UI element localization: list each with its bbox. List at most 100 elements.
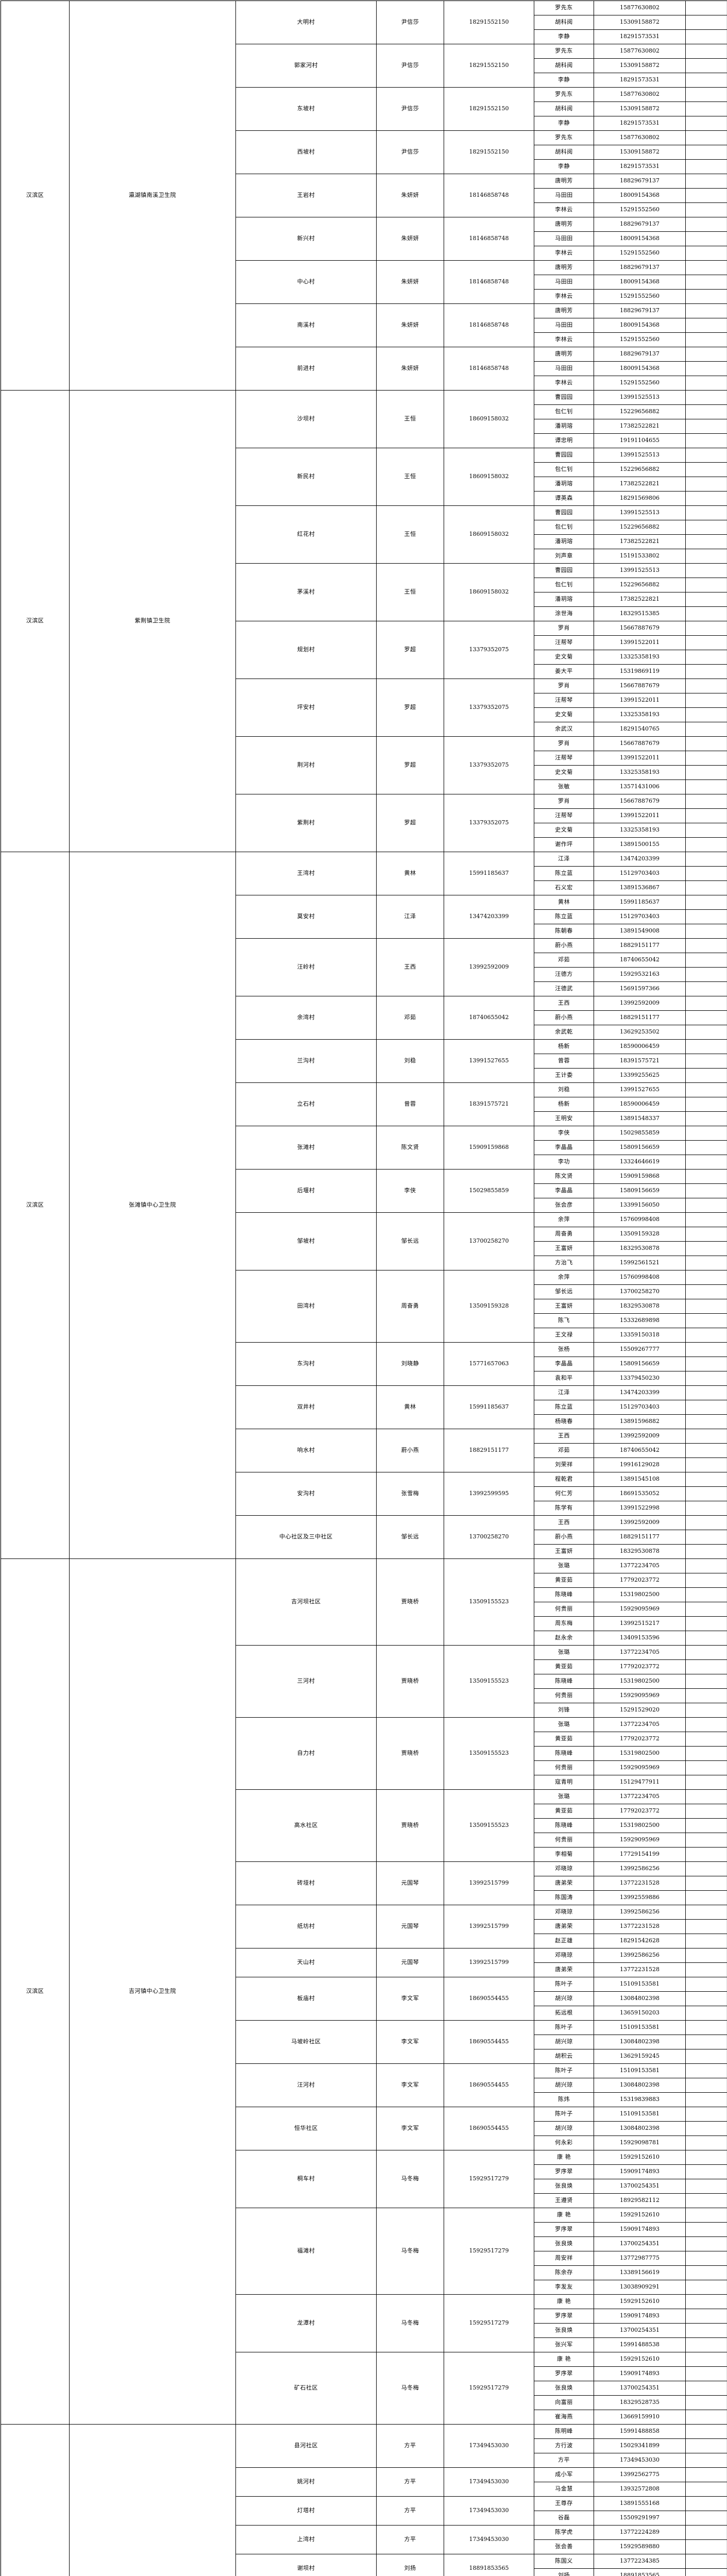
cell-remark[interactable] [685,1371,727,1386]
cell-remark[interactable] [685,1025,727,1040]
cell-remark[interactable] [685,2251,727,2266]
cell-remark[interactable] [685,2164,727,2179]
cell-village[interactable]: 双井村 [235,1385,377,1429]
cell-person-phone[interactable]: 13991522011 [594,751,686,766]
cell-village[interactable]: 大明村 [235,1,377,44]
cell-person-name[interactable]: 李林云 [534,332,594,347]
cell-leader[interactable]: 蔚小燕 [376,1429,444,1472]
cell-person-phone[interactable]: 13659150203 [594,2006,686,2021]
cell-person-phone[interactable]: 15109153581 [594,1977,686,1992]
cell-person-phone[interactable]: 13325358193 [594,823,686,838]
cell-person-phone[interactable]: 18929582112 [594,2193,686,2208]
cell-person-phone[interactable]: 15667887679 [594,736,686,751]
cell-remark[interactable] [685,1818,727,1833]
cell-person-name[interactable]: 罗先东 [534,130,594,145]
cell-person-phone[interactable]: 13474203399 [594,852,686,867]
cell-leader-phone[interactable]: 13379352075 [444,679,534,737]
cell-district[interactable]: 汉滨区 [1,2424,70,2576]
cell-leader-phone[interactable]: 18690554455 [444,1977,534,2021]
cell-person-name[interactable]: 胡积云 [534,2049,594,2064]
cell-remark[interactable] [685,1977,727,1992]
cell-person-name[interactable]: 胡兴琼 [534,2121,594,2136]
cell-person-name[interactable]: 王尊存 [534,2496,594,2511]
cell-person-phone[interactable]: 15809156659 [594,1140,686,1155]
cell-leader[interactable]: 朱妍妍 [376,260,444,304]
cell-person-phone[interactable]: 15029341899 [594,2438,686,2453]
cell-leader[interactable]: 邓茹 [376,996,444,1040]
cell-remark[interactable] [685,794,727,809]
cell-person-phone[interactable]: 13991522011 [594,635,686,650]
cell-person-name[interactable]: 寇青明 [534,1775,594,1790]
cell-person-phone[interactable]: 13772234385 [594,2554,686,2569]
cell-person-name[interactable]: 王富妍 [534,1299,594,1314]
cell-person-name[interactable]: 唐明芳 [534,174,594,189]
cell-person-phone[interactable]: 13891548337 [594,1111,686,1126]
cell-village[interactable]: 板庙村 [235,1977,377,2021]
cell-person-name[interactable]: 史文菊 [534,823,594,838]
cell-person-name[interactable]: 张璐 [534,1558,594,1573]
cell-leader-phone[interactable]: 18146858748 [444,217,534,261]
cell-remark[interactable] [685,246,727,261]
cell-person-phone[interactable]: 13324646619 [594,1155,686,1170]
cell-person-name[interactable]: 杨晓春 [534,1414,594,1429]
cell-village[interactable]: 砖垭村 [235,1861,377,1905]
cell-person-name[interactable]: 唐明芳 [534,347,594,362]
cell-remark[interactable] [685,1962,727,1977]
cell-person-name[interactable]: 胡科阅 [534,101,594,116]
cell-remark[interactable] [685,1472,727,1487]
cell-remark[interactable] [685,361,727,376]
cell-leader[interactable]: 罗超 [376,794,444,852]
cell-person-name[interactable]: 余萍 [534,1212,594,1227]
cell-person-name[interactable]: 潘玥瑢 [534,419,594,434]
cell-person-phone[interactable]: 15319839883 [594,2092,686,2107]
cell-person-name[interactable]: 余武汉 [534,722,594,737]
cell-leader-phone[interactable]: 15771657063 [444,1342,534,1386]
cell-person-name[interactable]: 史文菊 [534,650,594,665]
cell-person-name[interactable]: 何贵丽 [534,1760,594,1775]
cell-institution[interactable]: 张滩镇中心卫生院 [69,852,236,1559]
cell-person-name[interactable]: 罗肖 [534,736,594,751]
cell-person-name[interactable]: 陈叶子 [534,1977,594,1992]
cell-person-name[interactable]: 李林云 [534,289,594,304]
cell-person-phone[interactable]: 13992515217 [594,1616,686,1631]
cell-remark[interactable] [685,101,727,116]
cell-person-name[interactable]: 蔚小燕 [534,938,594,953]
cell-remark[interactable] [685,1833,727,1848]
cell-remark[interactable] [685,664,727,679]
cell-leader[interactable]: 朱妍妍 [376,303,444,347]
cell-leader[interactable]: 马冬梅 [376,2294,444,2352]
cell-person-name[interactable]: 史文菊 [534,765,594,780]
cell-village[interactable]: 莫安村 [235,895,377,939]
cell-remark[interactable] [685,895,727,910]
cell-remark[interactable] [685,765,727,780]
cell-person-phone[interactable]: 15129703403 [594,866,686,881]
cell-remark[interactable] [685,1414,727,1429]
cell-person-name[interactable]: 李功 [534,1155,594,1170]
cell-leader[interactable]: 贾晓桥 [376,1645,444,1718]
cell-district[interactable]: 汉滨区 [1,852,70,1559]
cell-leader-phone[interactable]: 15991185637 [444,1385,534,1429]
cell-person-phone[interactable]: 13991525513 [594,563,686,578]
cell-leader-phone[interactable]: 15929517279 [444,2294,534,2352]
cell-person-name[interactable]: 邓茹 [534,1443,594,1458]
cell-person-phone[interactable]: 15319802500 [594,1746,686,1761]
cell-leader-phone[interactable]: 18609158032 [444,505,534,564]
cell-leader-phone[interactable]: 18291552150 [444,44,534,88]
cell-leader[interactable]: 马冬梅 [376,2208,444,2295]
cell-person-name[interactable]: 汪德方 [534,967,594,982]
cell-leader-phone[interactable]: 13379352075 [444,621,534,679]
cell-leader[interactable]: 贾晓桥 [376,1789,444,1862]
cell-remark[interactable] [685,231,727,246]
cell-person-name[interactable]: 黄亚茹 [534,1573,594,1588]
cell-person-phone[interactable]: 15929152610 [594,2208,686,2223]
cell-leader[interactable]: 贾晓桥 [376,1717,444,1790]
cell-person-phone[interactable]: 13389156619 [594,2265,686,2280]
cell-remark[interactable] [685,130,727,145]
cell-person-phone[interactable]: 13891545108 [594,1472,686,1487]
cell-person-name[interactable]: 罗序翠 [534,2164,594,2179]
cell-remark[interactable] [685,2337,727,2352]
cell-leader[interactable]: 李侠 [376,1169,444,1213]
cell-remark[interactable] [685,1212,727,1227]
cell-person-name[interactable]: 何永彩 [534,2136,594,2150]
cell-person-name[interactable]: 张璐 [534,1645,594,1660]
